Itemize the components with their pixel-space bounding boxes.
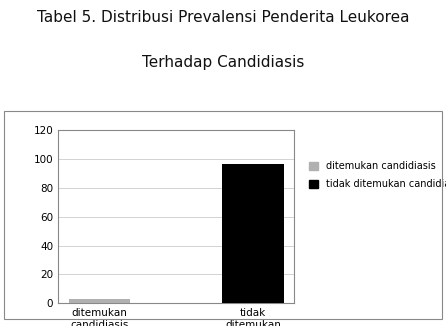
Bar [69,299,130,303]
Text: Terhadap Candidiasis: Terhadap Candidiasis [142,55,304,70]
Legend: ditemukan candidiasis, tidak ditemukan candidiasis: ditemukan candidiasis, tidak ditemukan c… [309,161,446,189]
Text: Tabel 5. Distribusi Prevalensi Penderita Leukorea: Tabel 5. Distribusi Prevalensi Penderita… [37,10,409,25]
Bar [222,164,284,303]
